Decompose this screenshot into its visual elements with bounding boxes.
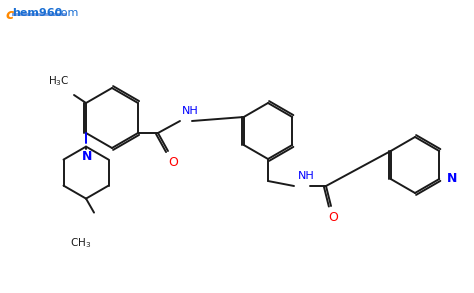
Text: O: O xyxy=(328,211,338,224)
Text: O: O xyxy=(168,156,178,169)
Text: NH: NH xyxy=(298,171,315,181)
Text: H$_3$C: H$_3$C xyxy=(48,74,70,88)
Text: c: c xyxy=(5,8,13,22)
Text: CH$_3$: CH$_3$ xyxy=(71,237,91,251)
Text: hem960: hem960 xyxy=(12,8,62,18)
Text: .com: .com xyxy=(52,8,79,18)
Text: N: N xyxy=(447,173,457,185)
Text: N: N xyxy=(82,150,92,163)
Text: NH: NH xyxy=(182,106,199,116)
Bar xyxy=(12,13,67,16)
